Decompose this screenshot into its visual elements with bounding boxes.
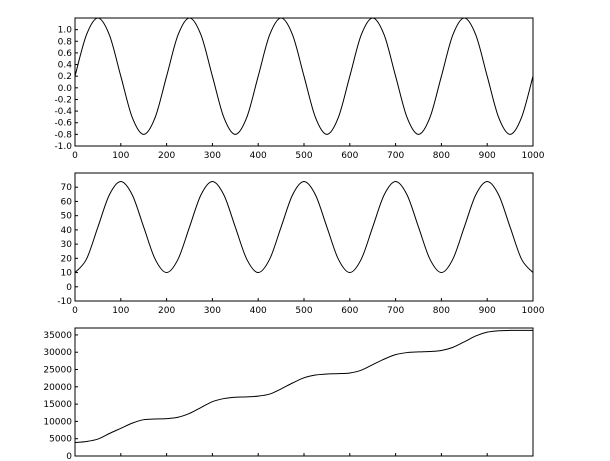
series-line-1	[74, 17, 534, 135]
y-tick-label: 0.2	[58, 72, 72, 82]
y-tick-label: 20000	[43, 383, 72, 393]
y-tick-label: 30	[61, 240, 73, 250]
y-tick-label: 60	[61, 197, 73, 207]
y-tick-label: 10	[61, 269, 73, 279]
x-tick-label: 500	[295, 151, 312, 161]
y-tick-label: -0.6	[54, 119, 72, 129]
y-tick-label: 0.6	[58, 49, 73, 59]
y-tick-label: 0.8	[58, 37, 73, 47]
x-tick-label: 400	[250, 306, 267, 316]
y-tick-label: 70	[61, 183, 73, 193]
x-tick-label: 1000	[522, 151, 545, 161]
x-tick-label: 700	[387, 151, 404, 161]
x-tick-label: 200	[158, 306, 175, 316]
y-tick-label: 50	[61, 212, 73, 222]
y-tick-label: 25000	[43, 366, 72, 376]
y-tick-label: -0.4	[54, 107, 72, 117]
x-tick-label: 600	[341, 151, 358, 161]
x-tick-label: 600	[341, 306, 358, 316]
plot-frame	[74, 17, 534, 147]
x-tick-label: 0	[72, 151, 78, 161]
y-tick-label: 40	[61, 226, 73, 236]
y-tick-label: 5000	[49, 435, 72, 445]
x-tick-label: 100	[112, 151, 129, 161]
plot-frame	[74, 172, 534, 302]
y-tick-label: 15000	[43, 400, 72, 410]
y-tick-label: 1.0	[58, 26, 73, 36]
y-tick-label: -0.2	[54, 95, 72, 105]
series-line-2	[74, 181, 534, 274]
x-tick-label: 800	[433, 306, 450, 316]
y-tick-label: -0.8	[54, 130, 72, 140]
y-tick-label: 20	[61, 254, 73, 264]
y-tick-label: 0.0	[58, 84, 73, 94]
y-tick-label: 30000	[43, 348, 72, 358]
y-tick-label: -1.0	[54, 142, 72, 152]
x-tick-label: 100	[112, 306, 129, 316]
x-tick-label: 1000	[522, 306, 545, 316]
subplot-1: -1.0 -0.8-0.6 -0.4 -0.20.0 0.20.4 0.6 0.81.0 0 1…	[54, 17, 545, 161]
y-tick-label: 35000	[43, 331, 72, 341]
subplot-3: 0500010000150002000025000300003500001002…	[43, 327, 534, 461]
y-tick-label: 0.4	[58, 61, 73, 71]
x-tick-label: 800	[433, 151, 450, 161]
y-tick-label: -10	[57, 297, 72, 307]
x-tick-label: 500	[295, 306, 312, 316]
x-tick-label: 0	[72, 306, 78, 316]
x-tick-label: 900	[479, 306, 496, 316]
plot-frame	[74, 327, 534, 457]
y-tick-label: 0	[66, 452, 72, 461]
x-tick-label: 200	[158, 151, 175, 161]
x-tick-label: 900	[479, 151, 496, 161]
series-line-3	[74, 329, 533, 444]
x-tick-label: 700	[387, 306, 404, 316]
x-tick-label: 300	[204, 151, 221, 161]
x-tick-label: 300	[204, 306, 221, 316]
y-tick-label: 10000	[43, 417, 72, 427]
y-tick-label: 0	[66, 283, 72, 293]
x-tick-label: 400	[250, 151, 267, 161]
